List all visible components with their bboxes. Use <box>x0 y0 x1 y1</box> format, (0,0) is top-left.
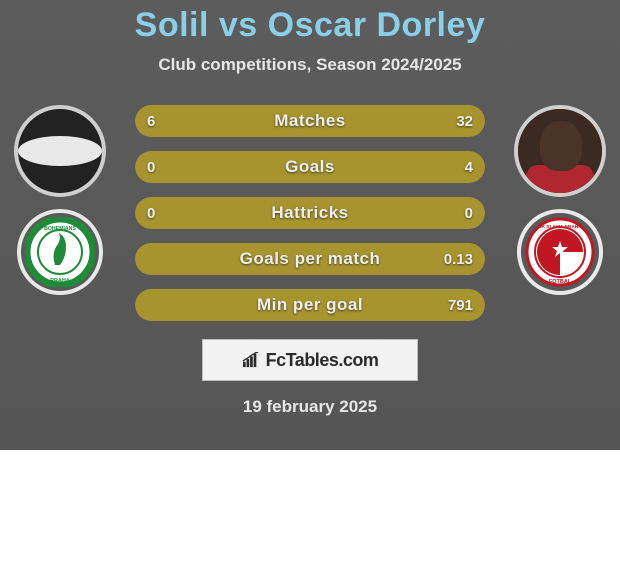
comparison-card: Solil vs Oscar Dorley Club competitions,… <box>0 0 620 450</box>
page-title: Solil vs Oscar Dorley <box>0 6 620 45</box>
club-left-badge: BOHEMIANS PRAHA <box>17 209 103 295</box>
compare-area: BOHEMIANS PRAHA <box>0 105 620 321</box>
brand-text: FcTables.com <box>266 350 379 371</box>
player-left-avatar <box>14 105 106 197</box>
svg-text:FOTBAL: FOTBAL <box>549 279 572 285</box>
player-right-photo <box>518 109 602 193</box>
stat-row: Goals per match0.13 <box>135 243 485 275</box>
subtitle: Club competitions, Season 2024/2025 <box>0 55 620 75</box>
bar-value-right: 0 <box>465 197 473 229</box>
stat-row: Hattricks0 0 <box>135 197 485 229</box>
fctables-logo-icon <box>242 352 260 368</box>
bar-value-right: 32 <box>456 105 473 137</box>
stat-row: Goals0 4 <box>135 151 485 183</box>
head-shape <box>540 121 582 171</box>
bar-value-left: 0 <box>147 151 155 183</box>
bar-label: Goals <box>135 151 485 183</box>
bar-value-left: 6 <box>147 105 155 137</box>
player-left-column: BOHEMIANS PRAHA <box>5 105 115 295</box>
svg-text:BOHEMIANS: BOHEMIANS <box>44 226 76 232</box>
stat-row: Matches6 32 <box>135 105 485 137</box>
stat-row: Min per goal791 <box>135 289 485 321</box>
bar-value-right: 4 <box>465 151 473 183</box>
bar-label: Hattricks <box>135 197 485 229</box>
player-right-avatar <box>514 105 606 197</box>
brand-box[interactable]: FcTables.com <box>202 339 418 381</box>
svg-text:SK SLAVIA PRAHA: SK SLAVIA PRAHA <box>538 224 582 230</box>
stat-bars: Matches632Goals04Hattricks00Goals per ma… <box>135 105 485 321</box>
bar-label: Min per goal <box>135 289 485 321</box>
slavia-logo-icon: SK SLAVIA PRAHA FOTBAL <box>525 217 595 287</box>
placeholder-ellipse <box>18 136 102 166</box>
bohemians-logo-icon: BOHEMIANS PRAHA <box>25 217 95 287</box>
bar-label: Matches <box>135 105 485 137</box>
bar-label: Goals per match <box>135 243 485 275</box>
club-right-badge: SK SLAVIA PRAHA FOTBAL <box>517 209 603 295</box>
player-right-column: SK SLAVIA PRAHA FOTBAL <box>505 105 615 295</box>
bar-value-left: 0 <box>147 197 155 229</box>
bar-value-right: 0.13 <box>444 243 473 275</box>
svg-text:PRAHA: PRAHA <box>50 278 70 284</box>
date-label: 19 february 2025 <box>0 397 620 417</box>
bar-value-right: 791 <box>448 289 473 321</box>
